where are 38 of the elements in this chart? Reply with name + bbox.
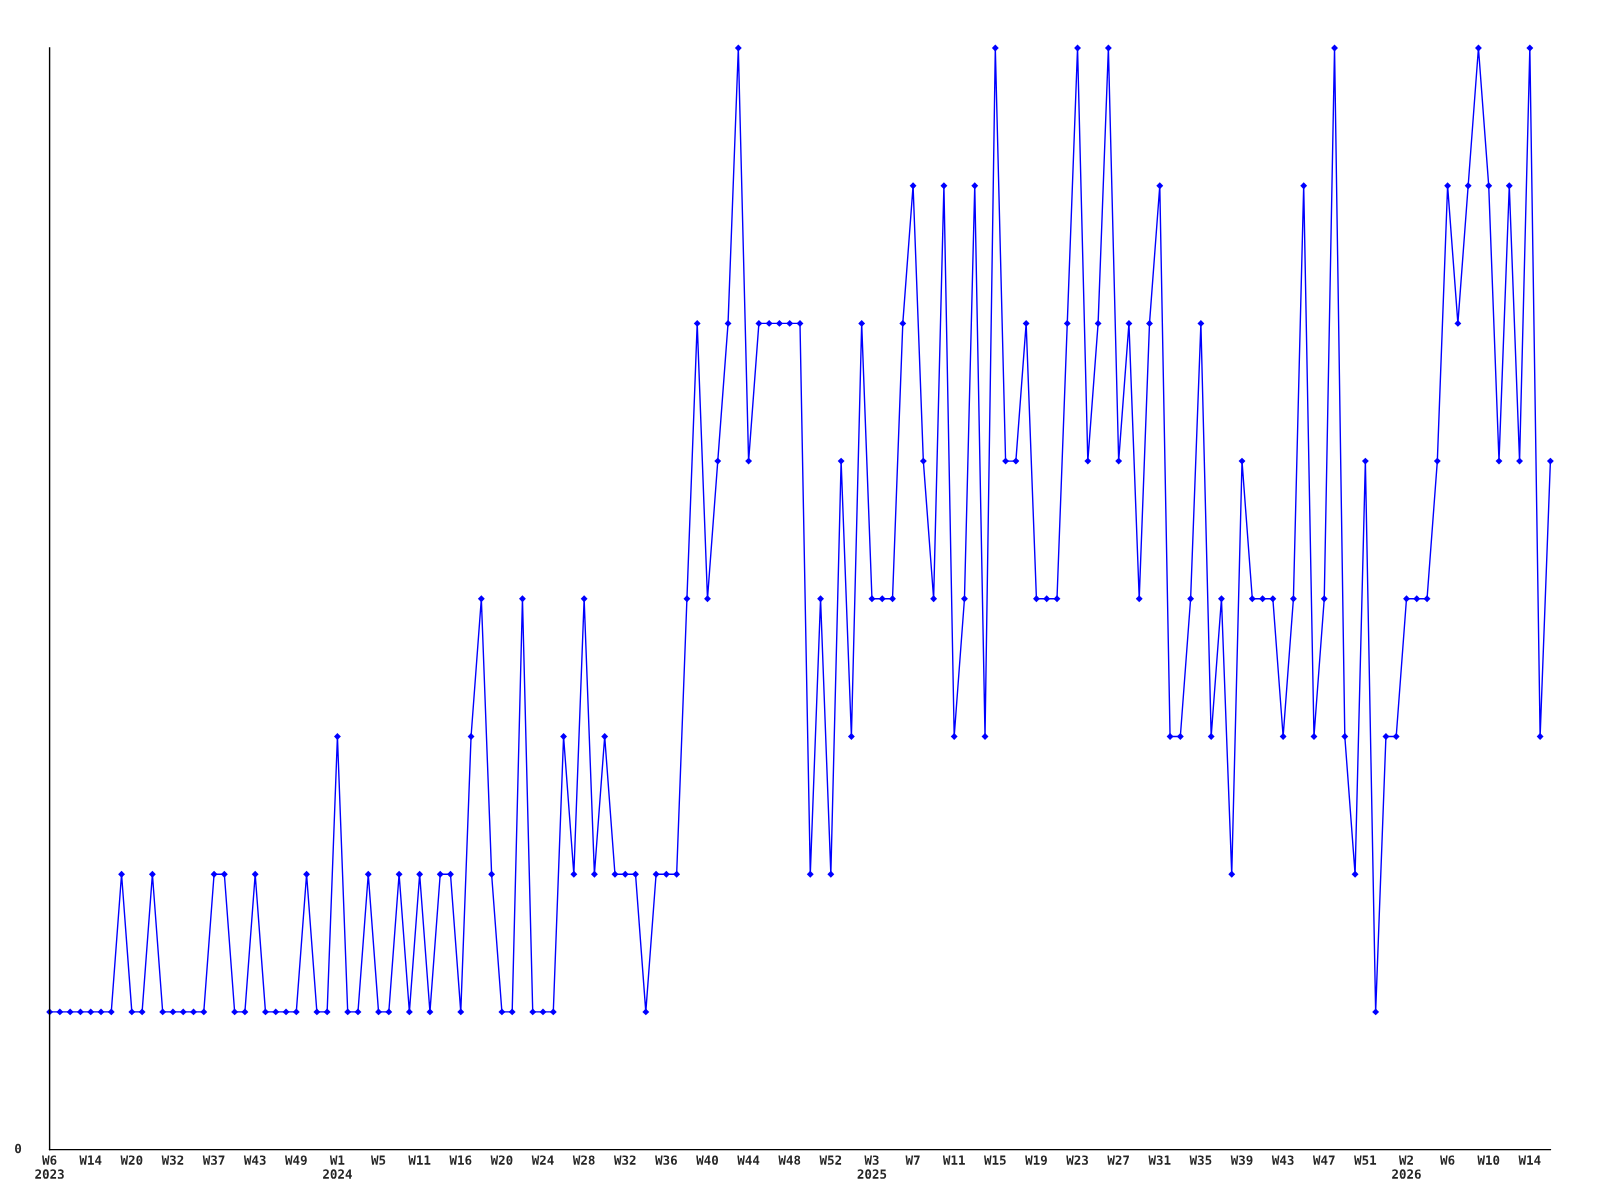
x-tick-label: W32 bbox=[613, 1155, 636, 1165]
text: 0 bbox=[15, 1143, 22, 1154]
x-tick-label: W40 bbox=[696, 1155, 719, 1165]
x-tick-label: W35 bbox=[1189, 1155, 1212, 1165]
x-tick-label: W48 bbox=[778, 1155, 801, 1165]
x-tick-label: W20 bbox=[490, 1155, 513, 1165]
x-tick-label: W16 bbox=[449, 1155, 472, 1165]
x-tick-label: W44 bbox=[737, 1155, 760, 1165]
x-tick-label: W3 2025 bbox=[857, 1155, 887, 1179]
x-tick-label: W19 bbox=[1025, 1155, 1047, 1165]
x-tick-label: W23 bbox=[1066, 1155, 1089, 1165]
x-tick-label: W11 bbox=[942, 1155, 965, 1165]
x-tick-label: W32 bbox=[161, 1155, 184, 1165]
x-tick-label: W37 bbox=[202, 1155, 225, 1165]
x-tick-label: W51 bbox=[1354, 1155, 1377, 1165]
x-tick-label: W10 bbox=[1477, 1155, 1500, 1165]
x-tick-label: W5 bbox=[371, 1155, 386, 1165]
x-tick-label: W14 bbox=[79, 1155, 102, 1165]
x-tick-label: W1 2024 bbox=[323, 1155, 352, 1179]
x-tick-label: W27 bbox=[1107, 1155, 1130, 1165]
x-tick-label: W2 2026 bbox=[1392, 1155, 1421, 1179]
x-tick-label: W28 bbox=[572, 1155, 595, 1165]
x-tick-label: W7 bbox=[905, 1155, 920, 1165]
x-tick-label: W39 bbox=[1230, 1155, 1253, 1165]
x-tick-label: W43 bbox=[243, 1155, 266, 1165]
x-tick-label: W36 bbox=[655, 1155, 677, 1165]
x-tick-label: W24 bbox=[531, 1155, 554, 1165]
x-tick-label: W15 bbox=[984, 1155, 1006, 1165]
x-tick-label: W52 bbox=[819, 1155, 842, 1165]
x-tick-label: W6 2023 bbox=[35, 1155, 64, 1179]
x-tick-label: W47 bbox=[1312, 1155, 1335, 1165]
x-tick-label: W14 bbox=[1518, 1155, 1541, 1165]
x-tick-label: W20 bbox=[120, 1155, 143, 1165]
x-tick-label: W31 bbox=[1148, 1155, 1171, 1165]
x-tick-label: W43 bbox=[1271, 1155, 1294, 1165]
x-tick-label: W11 bbox=[408, 1155, 431, 1165]
x-tick-label: W49 bbox=[285, 1155, 307, 1165]
x-tick-label: W6 bbox=[1440, 1155, 1455, 1165]
